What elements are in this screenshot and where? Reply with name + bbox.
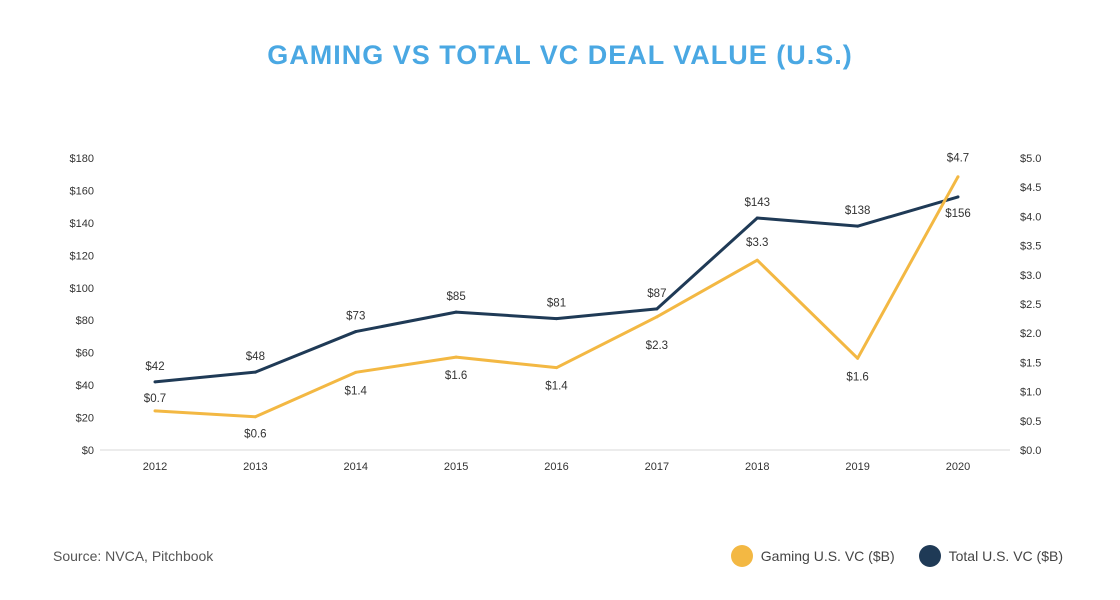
right-axis-tick-label: $3.5: [1020, 241, 1041, 253]
data-label-total: $81: [547, 298, 566, 310]
x-axis-tick-label: 2012: [143, 461, 167, 473]
x-axis-tick-label: 2016: [544, 461, 568, 473]
data-label-gaming: $4.7: [947, 153, 969, 165]
legend-swatch-gaming: [730, 545, 753, 567]
data-point-gaming: [755, 258, 759, 262]
data-label-gaming: $1.4: [345, 385, 368, 397]
left-axis-tick-label: $60: [76, 348, 94, 360]
series-line-total: [154, 195, 959, 384]
data-label-total: $73: [346, 311, 365, 323]
x-axis-tick-label: 2013: [243, 461, 267, 473]
data-label-total: $87: [647, 288, 666, 300]
data-point-total: [956, 195, 960, 199]
data-point-total: [655, 307, 659, 311]
right-axis-tick-label: $1.5: [1020, 357, 1041, 369]
data-label-total: $42: [145, 361, 164, 373]
data-point-gaming: [655, 315, 659, 319]
data-point-gaming: [555, 366, 558, 370]
data-label-gaming: $3.3: [746, 237, 768, 249]
source-note: Source: NVCA, Pitchbook: [53, 548, 214, 564]
data-label-total: $156: [945, 208, 971, 220]
right-axis-tick-label: $2.5: [1020, 299, 1041, 311]
data-point-total: [354, 330, 358, 334]
left-axis-tick-label: $20: [76, 413, 94, 425]
data-label-total: $143: [744, 197, 770, 209]
legend-label-total: Total U.S. VC ($B): [948, 548, 1063, 564]
data-point-total: [253, 370, 257, 374]
right-axis-tick-label: $0.0: [1020, 445, 1041, 457]
line-chart: $0 $20 $40 $60 $80 $100 $120 $140 $160 $180 $0.0 $0…: [70, 153, 1042, 473]
data-point-gaming: [856, 356, 860, 360]
data-point-total: [153, 380, 157, 384]
data-point-total: [555, 317, 558, 321]
data-point-total: [454, 310, 458, 314]
chart-title: GAMING VS TOTAL VC DEAL VALUE (U.S.): [267, 40, 853, 70]
data-point-gaming: [956, 175, 960, 179]
legend-item-total: Total U.S. VC ($B): [918, 545, 1063, 567]
data-label-total: $138: [845, 205, 871, 217]
left-axis-tick-label: $160: [70, 185, 94, 197]
legend-swatch-total: [918, 545, 941, 567]
x-axis-tick-label: 2015: [444, 461, 468, 473]
data-point-total: [755, 216, 759, 220]
right-axis-tick-label: $4.5: [1020, 182, 1041, 194]
left-axis-tick-label: $80: [76, 315, 94, 327]
data-label-gaming: $1.6: [445, 370, 467, 382]
data-label-gaming: $0.6: [244, 429, 266, 441]
data-label-total: $85: [447, 291, 466, 303]
left-axis-tick-label: $40: [76, 380, 94, 392]
right-axis-tick-label: $1.0: [1020, 387, 1041, 399]
data-label-gaming: $1.4: [545, 381, 568, 393]
x-axis-tick-label: 2020: [946, 461, 970, 473]
data-label-gaming: $1.6: [846, 371, 868, 383]
legend: Gaming U.S. VC ($B) Total U.S. VC ($B): [730, 545, 1063, 567]
data-point-gaming: [354, 370, 358, 374]
left-axis-tick-label: $140: [70, 218, 94, 230]
left-axis-tick-label: $0: [82, 445, 94, 457]
data-point-gaming: [153, 409, 157, 413]
legend-label-gaming: Gaming U.S. VC ($B): [760, 548, 895, 564]
data-point-gaming: [253, 415, 257, 419]
x-axis-tick-label: 2017: [645, 461, 669, 473]
x-axis-tick-label: 2014: [344, 461, 368, 473]
legend-item-gaming: Gaming U.S. VC ($B): [730, 545, 895, 567]
right-axis-tick-label: $3.0: [1020, 270, 1041, 282]
data-point-total: [856, 224, 860, 228]
right-axis-tick-label: $5.0: [1020, 153, 1041, 165]
left-axis-tick-label: $120: [70, 250, 94, 262]
right-axis-tick-label: $4.0: [1020, 211, 1041, 223]
x-axis-tick-label: 2019: [845, 461, 869, 473]
data-label-gaming: $2.3: [646, 340, 668, 352]
data-label-gaming: $0.7: [144, 393, 166, 405]
right-axis-tick-label: $0.5: [1020, 416, 1041, 428]
left-axis-tick-label: $180: [70, 153, 94, 165]
right-axis-tick-label: $2.0: [1020, 328, 1041, 340]
left-axis-tick-label: $100: [70, 283, 94, 295]
x-axis-tick-label: 2018: [745, 461, 769, 473]
data-point-gaming: [454, 355, 458, 359]
data-label-total: $48: [246, 351, 265, 363]
